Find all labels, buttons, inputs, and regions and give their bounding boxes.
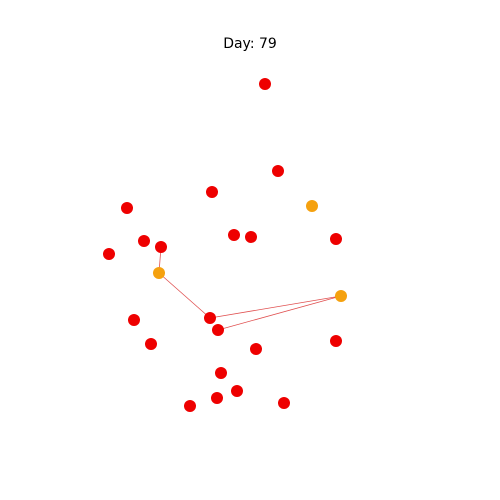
node-n22-red (211, 392, 223, 404)
node-n2-red (272, 165, 284, 177)
node-n19-red (330, 335, 342, 347)
edge-n14-n13 (209, 295, 342, 319)
node-n16-red (212, 324, 224, 336)
node-n11-red (103, 248, 115, 260)
edge-layer (158, 246, 342, 331)
node-n15-red (128, 314, 140, 326)
node-n12-orange (153, 267, 165, 279)
node-n20-red (215, 367, 227, 379)
edge-n16-n13 (217, 295, 342, 331)
node-n6-red (228, 229, 240, 241)
node-n24-red (278, 397, 290, 409)
node-n3-red (206, 186, 218, 198)
day-counter-title: Day: 79 (223, 36, 277, 52)
node-n4-red (121, 202, 133, 214)
edge-n12-n14 (158, 272, 211, 319)
node-n10-red (330, 233, 342, 245)
node-n23-red (184, 400, 196, 412)
node-n1-red (259, 78, 271, 90)
node-n17-red (145, 338, 157, 350)
node-n14-red (204, 312, 216, 324)
node-n13-orange (335, 290, 347, 302)
node-n8-red (138, 235, 150, 247)
node-layer (103, 78, 347, 412)
node-n21-red (231, 385, 243, 397)
node-n5-orange (306, 200, 318, 212)
node-n9-red (155, 241, 167, 253)
node-n7-red (245, 231, 257, 243)
node-n18-red (250, 343, 262, 355)
